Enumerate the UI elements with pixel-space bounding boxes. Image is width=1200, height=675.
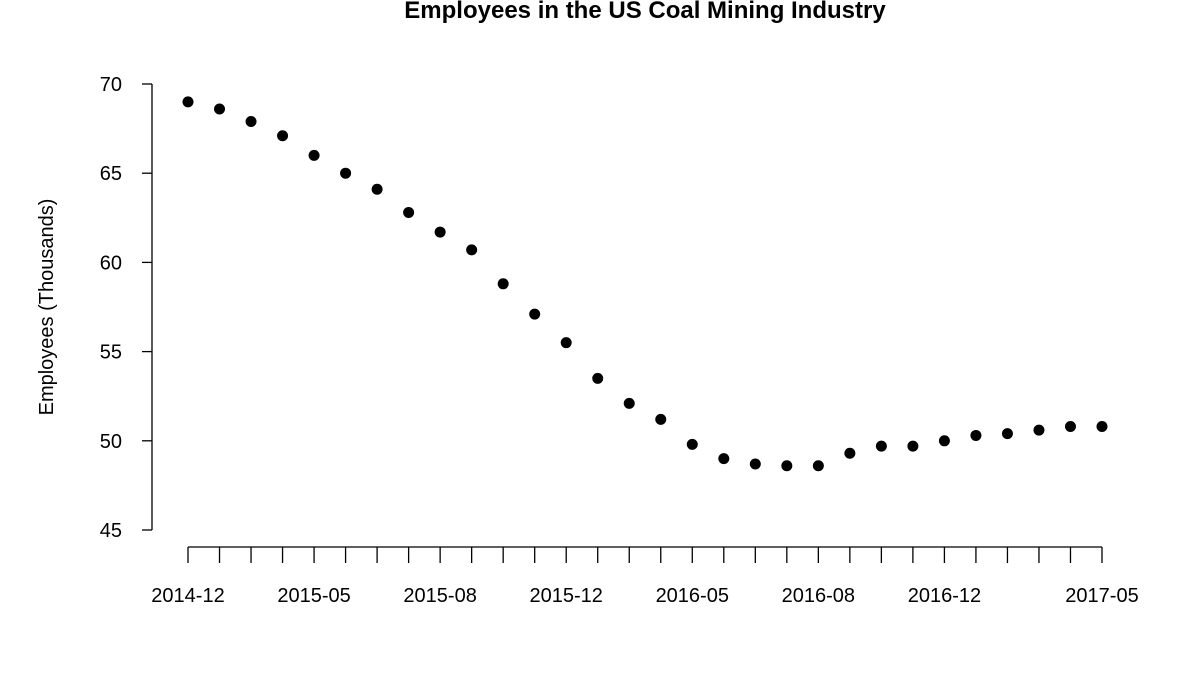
chart-title: Employees in the US Coal Mining Industry xyxy=(404,0,886,24)
x-tick-label: 2016-12 xyxy=(908,585,981,607)
data-point-2016-11 xyxy=(907,440,919,452)
x-tick-label: 2015-08 xyxy=(403,585,476,607)
data-point-2015-09 xyxy=(466,244,478,256)
x-tick-label: 2015-12 xyxy=(530,585,603,607)
x-axis-ticks: 2014-12 2015-05 2015-08 2015-12 2016-05 2016-… xyxy=(151,547,1139,607)
data-point-2017-04 xyxy=(1064,421,1076,433)
x-tick-label: 2017-05 xyxy=(1065,585,1138,607)
x-tick-label: 2015-05 xyxy=(277,585,350,607)
y-tick-label: 55 xyxy=(100,342,122,364)
data-point-2016-01 xyxy=(592,372,604,384)
data-point-2017-03 xyxy=(1033,424,1045,436)
data-point-2016-02 xyxy=(623,397,635,409)
data-point-2015-11 xyxy=(529,308,541,320)
data-point-2016-12 xyxy=(938,435,950,447)
data-points xyxy=(182,96,1108,472)
data-point-2015-04 xyxy=(308,149,320,161)
data-point-2015-05 xyxy=(340,167,352,179)
data-point-2016-05 xyxy=(718,453,730,465)
data-point-2015-08 xyxy=(434,226,446,238)
data-point-2015-02 xyxy=(245,115,257,127)
data-point-2015-12 xyxy=(560,337,572,349)
data-point-2016-10 xyxy=(875,440,887,452)
data-point-2015-07 xyxy=(403,206,415,218)
data-point-2014-12 xyxy=(182,96,194,108)
data-point-2016-09 xyxy=(844,447,856,459)
y-tick-label: 70 xyxy=(100,74,122,96)
x-tick-label: 2016-05 xyxy=(656,585,729,607)
data-point-2017-05 xyxy=(1096,421,1108,433)
y-tick-label: 60 xyxy=(100,252,122,274)
data-point-2016-06 xyxy=(749,458,761,470)
y-axis-label: Employees (Thousands) xyxy=(36,199,58,416)
data-point-2016-04 xyxy=(686,438,698,450)
data-point-2017-01 xyxy=(970,429,982,441)
data-point-2015-06 xyxy=(371,183,383,195)
data-point-2016-07 xyxy=(781,460,793,472)
data-point-2016-08 xyxy=(812,460,824,472)
data-point-2016-03 xyxy=(655,413,667,425)
y-tick-label: 65 xyxy=(100,163,122,185)
x-tick-label: 2014-12 xyxy=(151,585,224,607)
y-tick-label: 50 xyxy=(100,431,122,453)
x-tick-label: 2016-08 xyxy=(782,585,855,607)
y-tick-label: 45 xyxy=(100,520,122,542)
data-point-2015-01 xyxy=(214,103,226,115)
data-point-2015-03 xyxy=(277,130,289,142)
data-point-2015-10 xyxy=(497,278,509,290)
data-point-2017-02 xyxy=(1001,428,1013,440)
y-axis-ticks: 45 50 55 60 65 70 xyxy=(100,74,152,542)
